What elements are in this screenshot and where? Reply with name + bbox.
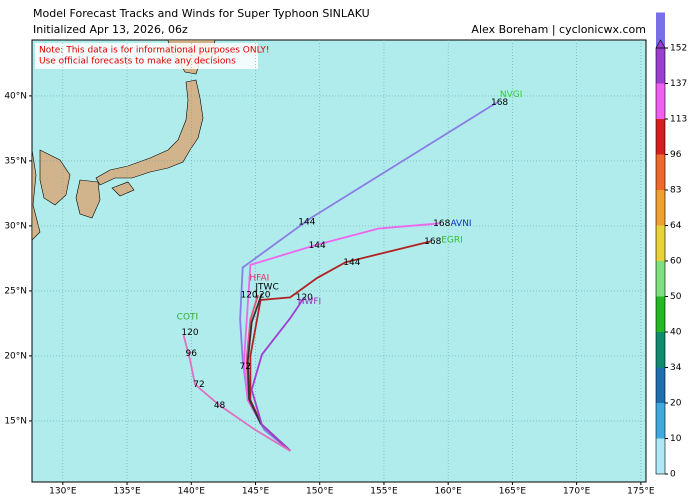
x-tick-label: 160°E — [434, 487, 462, 497]
colorbar-label: 137 — [670, 79, 687, 89]
colorbar-label: 40 — [670, 328, 682, 338]
model-name: NVGI — [500, 90, 523, 100]
note-line: Note: This data is for informational pur… — [39, 46, 270, 56]
title: Model Forecast Tracks and Winds for Supe… — [33, 7, 370, 20]
hour-label: 72 — [240, 362, 251, 372]
hour-label: 72 — [193, 380, 204, 390]
y-tick-label: 40°N — [4, 91, 27, 101]
model-name: HFAI — [249, 273, 269, 283]
colorbar-bin — [656, 119, 665, 155]
x-tick-label: 145°E — [242, 487, 270, 497]
colorbar-bin — [656, 225, 665, 261]
colorbar-label: 34 — [670, 363, 682, 373]
hour-label: 168 — [491, 98, 508, 108]
x-tick-label: 155°E — [370, 487, 398, 497]
model-name: JTWC — [254, 283, 278, 293]
x-tick-label: 135°E — [113, 487, 141, 497]
model-name: HWFI — [298, 297, 322, 307]
hour-label: 120 — [240, 290, 257, 300]
x-tick-label: 140°E — [178, 487, 206, 497]
colorbar-label: 50 — [670, 292, 682, 302]
hour-label: 120 — [296, 293, 313, 303]
colorbar-label: 96 — [670, 150, 682, 160]
model-name: EGRI — [441, 236, 463, 246]
x-tick-label: 130°E — [49, 487, 77, 497]
y-tick-label: 35°N — [4, 156, 27, 166]
colorbar-bin — [656, 190, 665, 226]
x-tick-label: 150°E — [306, 487, 334, 497]
colorbar-bin — [656, 261, 665, 297]
y-tick-label: 30°N — [4, 221, 27, 231]
colorbar-bin — [656, 332, 665, 368]
track — [250, 296, 306, 452]
colorbar-bin — [656, 154, 665, 190]
colorbar-bin — [656, 12, 665, 48]
colorbar-label: 10 — [670, 434, 682, 444]
y-tick-label: 20°N — [4, 351, 27, 361]
colorbar-label: 20 — [670, 399, 682, 409]
hour-label: 120 — [253, 290, 270, 300]
hour-label: 168 — [433, 219, 450, 229]
model-name: AVNI — [450, 219, 471, 229]
colorbar-bin — [656, 296, 665, 332]
hour-label: 144 — [309, 241, 326, 251]
y-tick-label: 25°N — [4, 286, 27, 296]
x-tick-label: 165°E — [499, 487, 527, 497]
note-box — [35, 43, 258, 69]
hour-label: 120 — [181, 328, 198, 338]
colorbar-label: 0 — [670, 470, 676, 480]
hour-label: 48 — [214, 401, 226, 411]
colorbar-label: 113 — [670, 115, 687, 125]
colorbar-bin — [656, 48, 665, 84]
hour-label: 144 — [343, 258, 360, 268]
colorbar-bin — [656, 83, 665, 119]
colorbar-label: 60 — [670, 257, 682, 267]
colorbar-label: 152 — [670, 44, 687, 54]
x-tick-label: 175°E — [627, 487, 655, 497]
colorbar-bin — [656, 367, 665, 403]
subtitle: Initialized Apr 13, 2026, 06z — [33, 23, 188, 36]
map-frame — [31, 39, 647, 483]
x-tick-label: 170°E — [563, 487, 591, 497]
colorbar-label: 64 — [670, 221, 682, 231]
note-line: Use official forecasts to make any decis… — [39, 57, 236, 67]
hour-label: 96 — [186, 349, 198, 359]
colorbar-bin — [656, 438, 665, 474]
colorbar-bin — [656, 403, 665, 439]
y-tick-label: 15°N — [4, 416, 27, 426]
credit: Alex Boreham | cyclonicwx.com — [471, 23, 646, 36]
track — [182, 334, 291, 452]
colorbar-label: 83 — [670, 186, 681, 196]
model-name: COTI — [177, 312, 199, 322]
hour-label: 144 — [298, 218, 315, 228]
hour-label: 168 — [424, 237, 441, 247]
